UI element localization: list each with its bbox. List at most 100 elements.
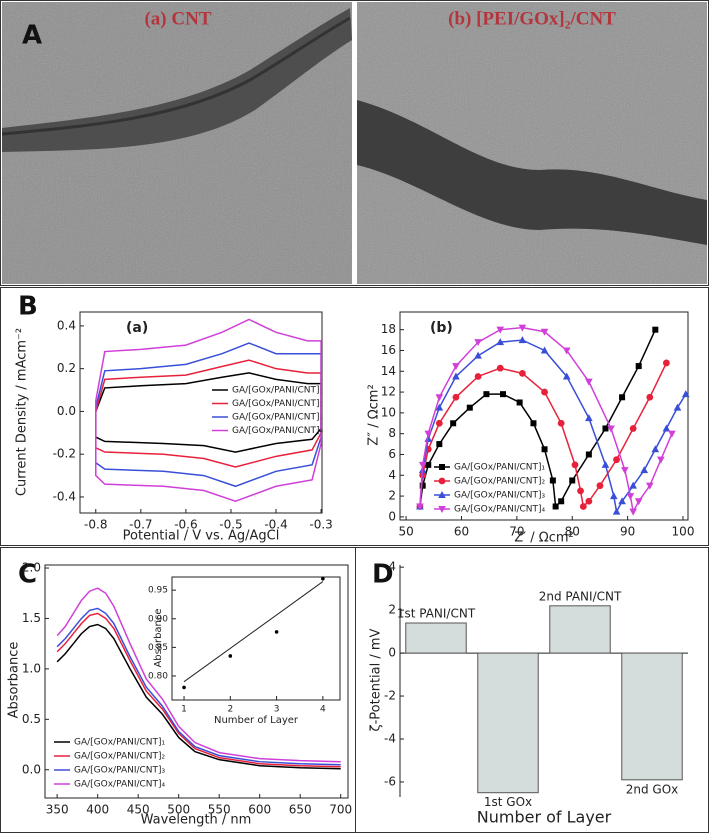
marker [562,347,571,355]
marker [601,460,610,468]
marker [558,498,565,505]
series-line [56,623,341,770]
marker [579,503,587,510]
marker [435,394,444,402]
panel-letter: A [22,21,42,51]
marker [438,477,446,485]
legend-label: GA/[GOx/PANI/CNT]₄ [74,780,166,790]
y-axis-label: ζ-Potential / mV [369,628,384,731]
bar [549,605,611,654]
x-tick-label: 600 [248,803,271,817]
x-tick-label: 1 [181,705,187,715]
y-tick-label: 16 [381,343,396,357]
x-tick-label: 90 [620,525,635,539]
bar [621,652,683,781]
y-tick-label: 0 [388,646,396,660]
y-tick-label: 0.95 [148,586,168,596]
x-axis-label: Wavelength / nm [141,813,252,828]
marker [569,477,576,484]
legend-label: GA/[GOx/PANI/CNT]₄ [232,426,324,436]
legend-label: GA/[GOx/PANI/CNT]₂ [74,752,166,762]
series-line [419,329,657,509]
marker [500,391,507,398]
y-tick-label: 1.5 [22,611,41,625]
panel-sublabel: (a) [126,320,148,336]
marker [609,492,618,500]
y-tick-label: 1.0 [22,661,41,675]
x-axis-label: Number of Layer [477,808,612,827]
marker [585,497,593,505]
y-tick-label: 2 [388,603,396,617]
marker [618,497,626,505]
marker [452,393,460,401]
bar [405,622,467,654]
y-tick-label: 14 [381,364,396,378]
x-tick-label: -0.4 [264,518,287,532]
x-tick-label: 550 [208,803,231,817]
marker [436,441,443,448]
y-tick-label: 18 [381,322,396,336]
y-tick-label: 0.85 [148,643,168,653]
marker [474,339,482,347]
x-tick-label: 50 [398,525,413,539]
marker [519,369,526,377]
nanotube-wall [1,16,351,136]
x-tick-label: -0.5 [219,518,242,532]
marker [452,372,460,380]
marker [496,326,505,334]
marker [557,419,565,427]
marker [496,338,505,346]
marker [640,466,649,474]
series-line [56,612,341,768]
y-tick-label: 0.2 [57,361,76,375]
marker [552,503,559,510]
marker [646,393,654,401]
x-tick-label: 2 [227,705,233,715]
x-tick-label: -0.8 [84,518,107,532]
plot-frame [399,311,689,521]
marker [663,359,670,367]
marker [673,403,682,411]
marker [530,420,537,427]
y-tick-label: 4 [388,560,396,574]
panel-letter: C [18,560,37,590]
marker [425,461,432,468]
point [182,685,186,690]
marker [651,445,660,453]
marker [541,388,548,396]
x-axis-label: Potential / V vs. Ag/AgCl [123,529,280,544]
marker [596,482,604,490]
marker [452,363,460,371]
y-tick-label: 8 [388,426,396,440]
panel-letter: D [372,560,394,590]
marker [571,461,579,469]
y-tick-label: 10 [381,405,396,419]
marker [634,498,643,506]
y-tick-label: -0.4 [53,489,76,503]
x-tick-label: 70 [509,525,524,539]
marker [652,326,659,333]
x-tick-label: 500 [167,803,190,817]
legend-label: GA/[GOx/PANI/CNT]₁ [74,738,166,748]
y-tick-label: -0.2 [53,447,76,461]
marker [657,456,665,464]
marker [466,404,473,411]
panel-letter: B [18,292,38,322]
marker [619,394,626,401]
y-tick-label: 0.80 [148,671,168,681]
panel-b-border [0,287,709,546]
marker [516,399,523,406]
bar [477,652,539,794]
x-tick-label: 80 [565,525,580,539]
fit-line [183,581,324,683]
marker [474,373,482,380]
marker [549,477,556,484]
image-caption: (b) [PEI/GOx]₂/CNT [448,8,616,29]
marker [626,493,635,501]
x-axis-label: Number of Layer [214,715,299,726]
x-axis-label: Z′ / Ωcm² [514,531,573,546]
x-tick-label: 60 [454,525,469,539]
legend-label: GA/[GOx/PANI/CNT]₁ [232,386,324,396]
x-tick-label: 450 [127,803,150,817]
marker [450,420,457,427]
